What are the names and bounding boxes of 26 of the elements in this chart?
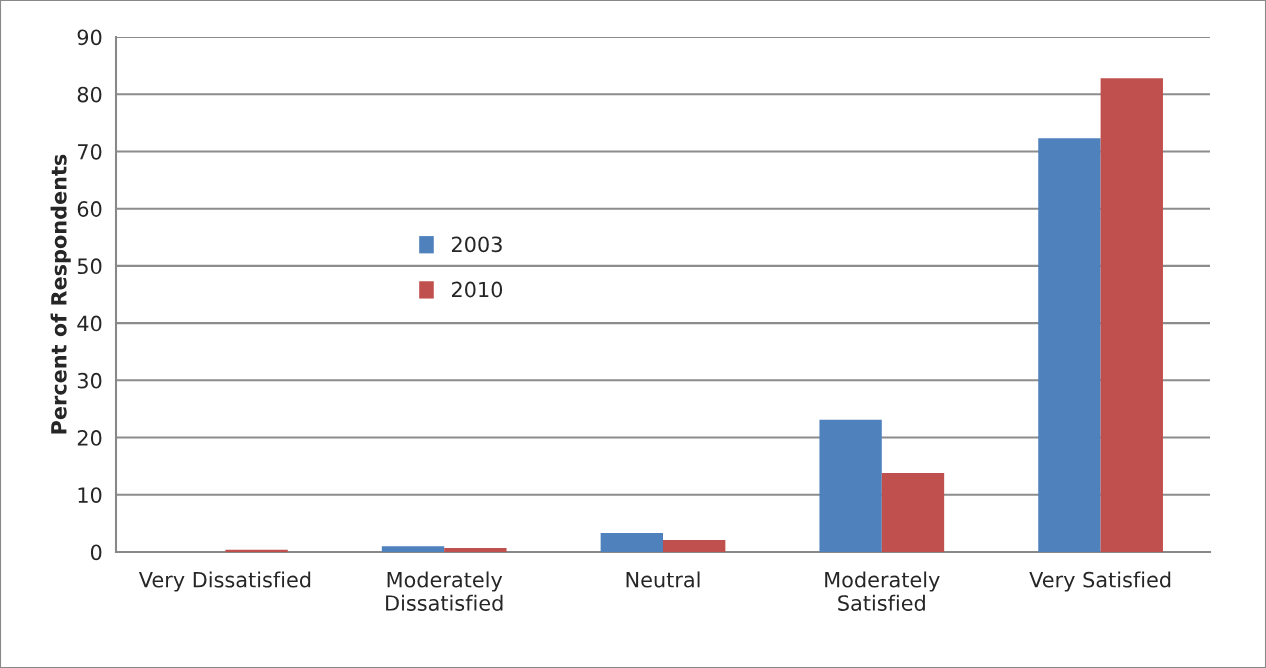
bar: [819, 419, 882, 552]
y-axis-title: Percent of Respondents: [50, 154, 71, 434]
legend-label: 2003: [451, 236, 502, 253]
bar: [1100, 78, 1163, 552]
bar: [444, 547, 507, 552]
bar: [663, 539, 726, 552]
bar: [381, 546, 445, 552]
x-tick-label: Very Dissatisfied: [138, 571, 311, 592]
y-tick-label: 20: [77, 430, 102, 446]
y-tick-label: 70: [78, 143, 102, 160]
y-tick-label: 40: [77, 315, 102, 332]
y-tick-label: 10: [78, 487, 102, 503]
x-tick-label: Moderately Dissatisfied: [386, 571, 503, 611]
bar: [1038, 138, 1101, 552]
y-tick-label: 30: [77, 372, 102, 389]
x-tick-label: Very Satisfied: [1029, 571, 1171, 592]
y-tick-label: 90: [77, 29, 102, 46]
y-tick-label: 80: [77, 86, 102, 103]
y-tick-label: 60: [77, 201, 102, 217]
y-tick-label: 0: [90, 544, 102, 561]
x-tick-label: Neutral: [626, 571, 700, 588]
x-tick-label: Moderately Satisfied: [825, 571, 940, 611]
bar: [881, 473, 945, 552]
y-tick-label: 50: [77, 258, 102, 275]
bar: [600, 533, 663, 552]
legend-label: 2010: [451, 281, 503, 298]
